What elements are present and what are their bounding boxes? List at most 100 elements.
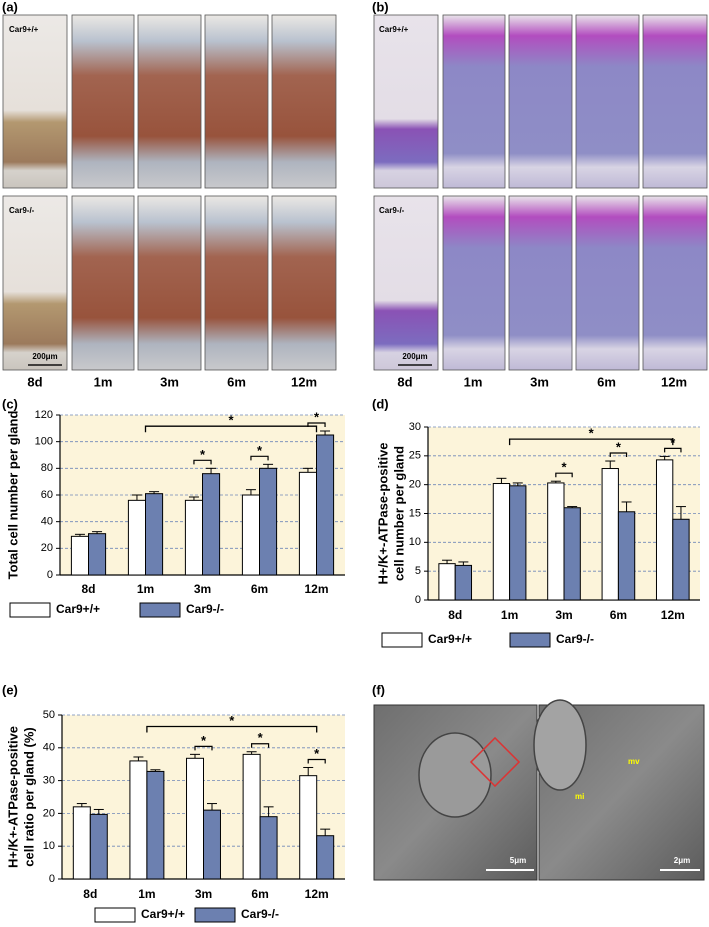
micrograph — [204, 14, 269, 189]
legend-swatch — [94, 907, 136, 923]
scale-bar-label: 2μm — [674, 856, 690, 865]
panel-label: (a) — [2, 0, 18, 14]
significance-bracket — [307, 422, 326, 427]
micrograph — [2, 195, 68, 371]
y-tick-label: 50 — [43, 709, 55, 721]
bar — [492, 483, 511, 601]
bar — [146, 770, 165, 880]
y-axis-label: H+/K+-ATPase-positive — [375, 442, 390, 584]
time-label: 1m — [464, 374, 483, 389]
y-tick-label: 10 — [43, 840, 55, 852]
x-tick-label: 8d — [81, 582, 95, 596]
y-tick-label: 100 — [35, 436, 53, 448]
bar — [655, 459, 674, 601]
time-label: 3m — [530, 374, 549, 389]
annotation: mv — [628, 757, 640, 766]
micrograph — [137, 195, 202, 371]
significance-bracket — [555, 472, 573, 478]
x-tick-label: 3m — [555, 608, 572, 622]
significance-star: * — [616, 439, 622, 454]
y-tick-label: 30 — [43, 775, 55, 787]
x-tick-label: 3m — [194, 582, 211, 596]
x-tick-label: 3m — [195, 887, 212, 901]
micrograph — [442, 195, 506, 371]
bar — [127, 499, 146, 576]
time-label: 6m — [227, 374, 246, 389]
y-tick-label: 25 — [409, 450, 421, 462]
time-label: 12m — [291, 374, 317, 389]
time-label: 8d — [397, 374, 412, 389]
bar — [89, 813, 108, 880]
micrograph — [204, 195, 269, 371]
row-label: Car9-/- — [379, 206, 405, 215]
micrograph — [373, 14, 439, 189]
time-label: 1m — [94, 374, 113, 389]
significance-star: * — [201, 733, 207, 748]
panel-label: (d) — [372, 396, 389, 411]
y-tick-label: 60 — [41, 489, 53, 501]
legend-swatch — [509, 632, 551, 648]
nucleus — [533, 699, 587, 791]
significance-bracket — [251, 743, 270, 748]
legend-swatch — [9, 602, 51, 618]
legend-swatch — [194, 907, 236, 923]
y-tick-label: 15 — [409, 507, 421, 519]
micrograph — [71, 195, 135, 371]
scale-bar-label: 200μm — [402, 352, 427, 361]
bar — [259, 467, 278, 576]
significance-bracket — [194, 745, 213, 751]
bar — [72, 806, 91, 880]
legend-label: Car9+/+ — [428, 632, 472, 646]
panel-label: (e) — [2, 682, 18, 697]
significance-bracket — [508, 438, 674, 446]
significance-bracket — [609, 452, 628, 458]
y-tick-label: 0 — [49, 873, 55, 885]
x-tick-label: 1m — [501, 608, 518, 622]
micrograph — [271, 14, 337, 189]
micrograph — [508, 14, 573, 189]
significance-star: * — [258, 730, 264, 745]
y-tick-label: 120 — [35, 409, 53, 421]
bar — [145, 493, 164, 576]
legend-label: Car9-/- — [556, 632, 594, 646]
y-tick-label: 20 — [409, 479, 421, 491]
bar — [601, 468, 619, 601]
y-tick-label: 0 — [415, 594, 421, 606]
micrograph — [642, 14, 708, 189]
time-label: 6m — [597, 374, 616, 389]
micrograph — [508, 195, 573, 371]
row-label: Car9-/- — [9, 206, 35, 215]
x-tick-label: 1m — [138, 887, 155, 901]
significance-star: * — [200, 447, 206, 462]
significance-star: * — [257, 443, 263, 458]
bar — [259, 816, 278, 880]
time-label: 3m — [160, 374, 179, 389]
annotation: mi — [575, 792, 584, 801]
significance-star: * — [314, 409, 320, 424]
micrograph — [137, 14, 202, 189]
y-tick-label: 40 — [41, 516, 53, 528]
scale-bar-label: 5μm — [510, 856, 526, 865]
y-tick-label: 30 — [409, 421, 421, 433]
legend-label: Car9-/- — [241, 907, 279, 921]
bar — [454, 564, 473, 601]
y-tick-label: 20 — [41, 542, 53, 554]
bar — [299, 775, 318, 880]
x-tick-label: 6m — [251, 887, 268, 901]
row-label: Car9+/+ — [9, 25, 39, 34]
bar — [241, 494, 260, 576]
x-tick-label: 12m — [305, 887, 329, 901]
bar — [672, 518, 690, 601]
bar — [298, 471, 317, 576]
significance-bracket — [250, 455, 269, 461]
nucleus — [418, 732, 492, 818]
micrograph — [575, 14, 640, 189]
row-label: Car9+/+ — [379, 25, 409, 34]
significance-bracket — [193, 459, 212, 465]
y-axis-label: Total cell number per gland — [5, 411, 20, 580]
zoom-box — [469, 736, 521, 788]
legend-swatch — [139, 602, 181, 618]
bar — [242, 753, 261, 880]
x-tick-label: 12m — [661, 608, 685, 622]
